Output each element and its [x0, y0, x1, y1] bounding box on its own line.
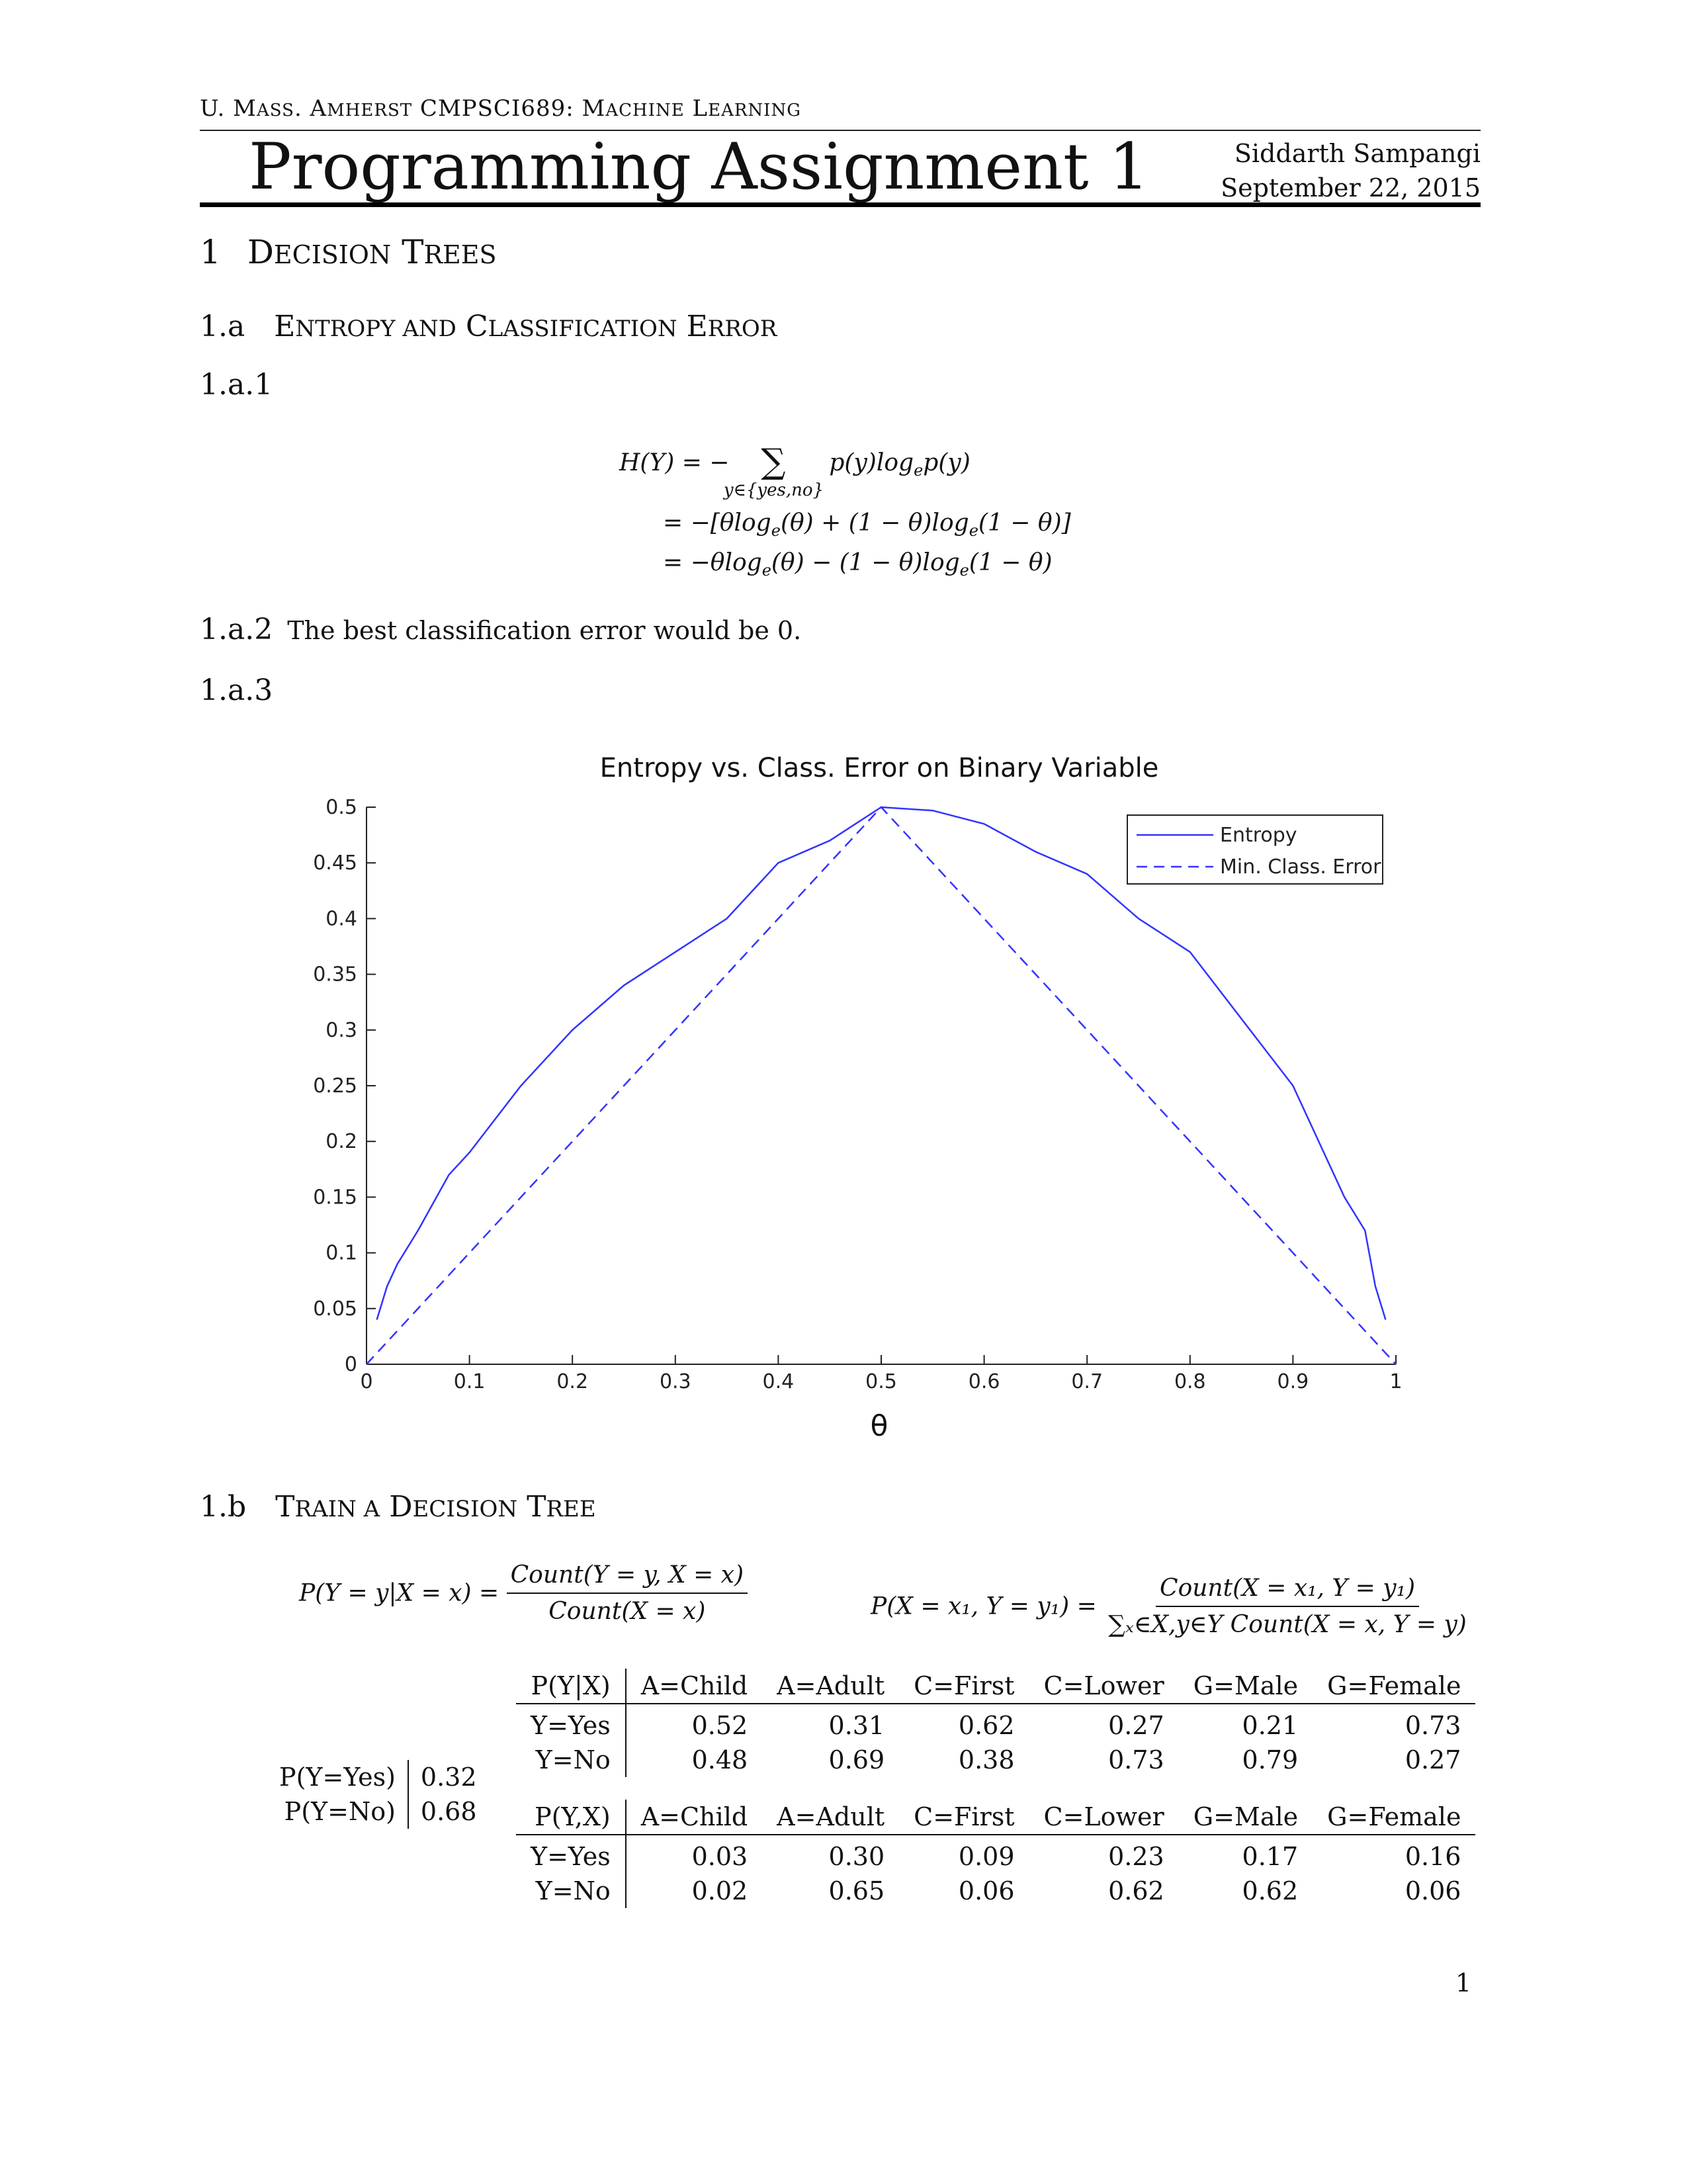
section-1b-heading: 1.b TRAIN A DECISION TREE: [200, 1490, 596, 1524]
sum-symbol: ∑ y∈{yes,no}: [723, 442, 824, 500]
table-row: P(Y=Yes) 0.32: [267, 1760, 489, 1794]
page-title: Programming Assignment 1: [249, 130, 1150, 204]
legend-box: [1127, 814, 1383, 885]
joint-table: P(Y,X) A=Child A=Adult C=First C=Lower G…: [516, 1800, 1476, 1908]
chart-series: [366, 806, 1397, 1365]
entropy-eq-line2: = −[θloge(θ) + (1 − θ)loge(1 − θ)]: [663, 509, 1071, 541]
joint-fraction: Count(X = x₁, Y = y₁) ∑ₓ∈X,y∈Y Count(X =…: [1108, 1575, 1467, 1638]
y-tick-label: 0: [345, 1353, 357, 1376]
section-1a2-heading: 1.a.2 The best classification error would…: [200, 613, 802, 646]
y-tick-label: 0.45: [313, 852, 357, 875]
legend-entry: Min. Class. Error: [1220, 855, 1381, 879]
x-tick-label: 0.8: [1174, 1370, 1206, 1393]
conditional-table: P(Y|X) A=Child A=Adult C=First C=Lower G…: [516, 1669, 1476, 1777]
y-tick-label: 0.3: [325, 1019, 357, 1042]
legend-entry: Entropy: [1220, 824, 1297, 847]
section-1a3-heading: 1.a.3: [200, 674, 273, 707]
x-tick-label: 0.9: [1277, 1370, 1309, 1393]
x-tick-label: 0.2: [556, 1370, 588, 1393]
entropy-chart: Entropy vs. Class. Error on Binary Varia…: [313, 753, 1402, 1443]
entropy-eq-line3: = −θloge(θ) − (1 − θ)loge(1 − θ): [663, 549, 1053, 580]
conditional-prob-formula: P(Y = y|X = x) = Count(Y = y, X = x) Cou…: [299, 1561, 748, 1625]
course-header: U. MASS. AMHERST CMPSCI689: MACHINE LEAR…: [200, 95, 801, 122]
section-1a-heading: 1.a ENTROPY AND CLASSIFICATION ERROR: [200, 310, 777, 343]
page-number: 1: [1455, 1968, 1471, 1997]
title-rule: [200, 202, 1481, 207]
table-row: Y=No 0.48 0.69 0.38 0.73 0.79 0.27: [516, 1743, 1475, 1777]
prior-table: P(Y=Yes) 0.32 P(Y=No) 0.68: [267, 1760, 489, 1829]
y-tick-label: 0.4: [325, 907, 357, 930]
joint-prob-formula: P(X = x₁, Y = y₁) = Count(X = x₁, Y = y₁…: [871, 1575, 1471, 1638]
author-block: Siddarth Sampangi September 22, 2015: [1221, 136, 1481, 205]
x-tick-label: 0.1: [454, 1370, 486, 1393]
y-tick-label: 0.25: [313, 1074, 357, 1098]
header-rule: [200, 130, 1481, 131]
y-tick-label: 0.35: [313, 963, 357, 986]
y-tick-label: 0.5: [325, 796, 357, 819]
conditional-fraction: Count(Y = y, X = x) Count(X = x): [506, 1561, 748, 1625]
chart-xlabel: θ: [871, 1409, 888, 1443]
x-tick-label: 1: [1389, 1370, 1402, 1393]
table-header: P(Y,X) A=Child A=Adult C=First C=Lower G…: [516, 1800, 1476, 1835]
x-tick-label: 0.3: [660, 1370, 691, 1393]
x-tick-label: 0.7: [1071, 1370, 1103, 1393]
y-tick-label: 0.15: [313, 1186, 357, 1209]
x-tick-label: 0.4: [763, 1370, 795, 1393]
y-tick-label: 0.05: [313, 1297, 357, 1321]
class-error-series-line: [366, 806, 1397, 1365]
x-tick-label: 0.5: [865, 1370, 897, 1393]
section-1-heading: 1 DECISION TREES: [200, 233, 497, 271]
x-tick-label: 0: [360, 1370, 372, 1393]
table-row: Y=No 0.02 0.65 0.06 0.62 0.62 0.06: [516, 1874, 1475, 1908]
y-tick-label: 0.1: [325, 1242, 357, 1265]
section-1a2-text: The best classification error would be 0…: [287, 616, 802, 645]
section-1a1-heading: 1.a.1: [200, 368, 273, 402]
date: September 22, 2015: [1221, 173, 1481, 202]
entropy-eq-line1: H(Y) = − ∑ y∈{yes,no} p(y)logep(y): [619, 442, 971, 500]
chart-title: Entropy vs. Class. Error on Binary Varia…: [600, 753, 1159, 783]
table-header: P(Y|X) A=Child A=Adult C=First C=Lower G…: [516, 1669, 1476, 1704]
author-name: Siddarth Sampangi: [1234, 139, 1481, 168]
y-tick-label: 0.2: [325, 1130, 357, 1153]
chart-axes: 0 0.1 0.2 0.3 0.4 0.5 0.6 0.7 0.8 0.9 1 0 0.05 0.1 0.1…: [313, 796, 1402, 1393]
table-row: Y=Yes 0.52 0.31 0.62 0.27 0.21 0.73: [516, 1704, 1475, 1743]
chart-legend: Entropy Min. Class. Error: [1127, 814, 1383, 885]
table-row: Y=Yes 0.03 0.30 0.09 0.23 0.17 0.16: [516, 1835, 1475, 1874]
table-row: P(Y=No) 0.68: [267, 1794, 489, 1829]
x-tick-label: 0.6: [969, 1370, 1000, 1393]
